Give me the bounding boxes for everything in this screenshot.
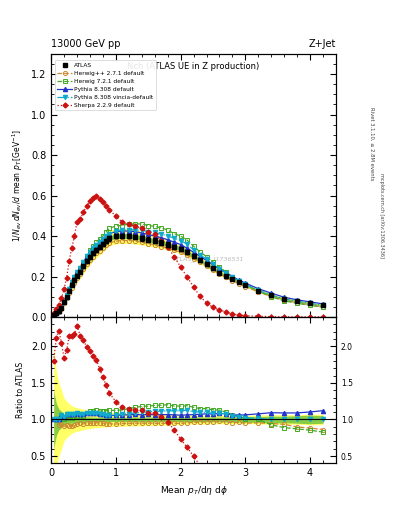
Text: ATLAS_2019_I1736531: ATLAS_2019_I1736531 bbox=[172, 257, 244, 262]
Text: Rivet 3.1.10, ≥ 2.8M events: Rivet 3.1.10, ≥ 2.8M events bbox=[369, 106, 374, 180]
Text: Nch (ATLAS UE in Z production): Nch (ATLAS UE in Z production) bbox=[127, 61, 260, 71]
Legend: ATLAS, Herwig++ 2.7.1 default, Herwig 7.2.1 default, Pythia 8.308 default, Pythi: ATLAS, Herwig++ 2.7.1 default, Herwig 7.… bbox=[55, 60, 156, 110]
Text: Z+Jet: Z+Jet bbox=[309, 38, 336, 49]
Y-axis label: Ratio to ATLAS: Ratio to ATLAS bbox=[16, 362, 25, 418]
Text: mcplots.cern.ch [arXiv:1306.3436]: mcplots.cern.ch [arXiv:1306.3436] bbox=[379, 173, 384, 258]
Y-axis label: $1/N_{ev}\,dN_{ev}/d$ mean $p_T\,[\mathrm{GeV}^{-1}]$: $1/N_{ev}\,dN_{ev}/d$ mean $p_T\,[\mathr… bbox=[11, 129, 25, 242]
Text: 13000 GeV pp: 13000 GeV pp bbox=[51, 38, 121, 49]
X-axis label: Mean $p_T$/d$\eta$ d$\phi$: Mean $p_T$/d$\eta$ d$\phi$ bbox=[160, 484, 228, 497]
